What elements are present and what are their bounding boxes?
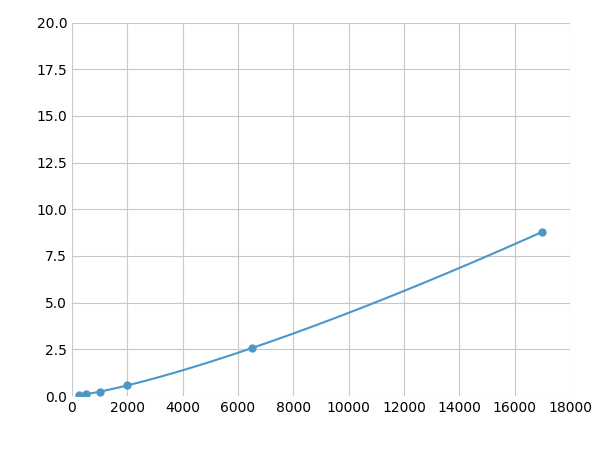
Point	[95, 388, 104, 395]
Point	[247, 345, 257, 352]
Point	[122, 382, 132, 389]
Point	[81, 391, 91, 398]
Point	[538, 228, 547, 235]
Point	[74, 392, 84, 399]
